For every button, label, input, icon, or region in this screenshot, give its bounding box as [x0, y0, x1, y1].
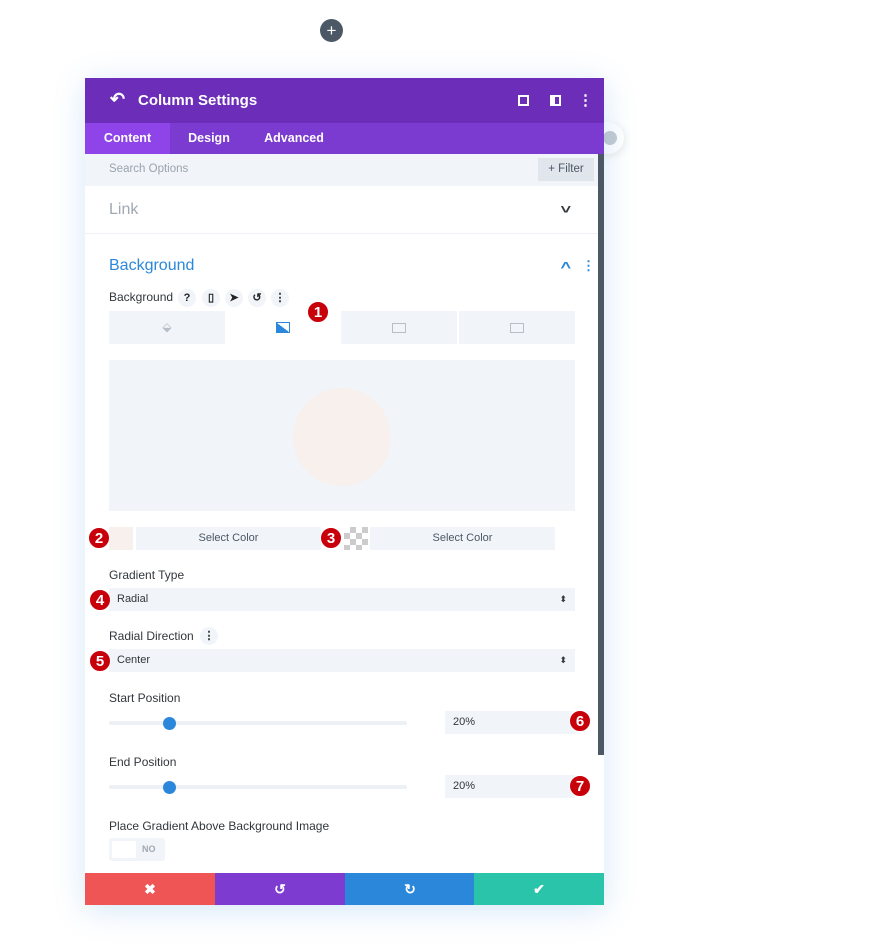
color1-select-button[interactable]: Select Color [136, 527, 321, 550]
background-type-tabs: ⬙ [109, 311, 575, 344]
search-bar[interactable]: Search Options + Filter [85, 154, 598, 186]
focus-icon[interactable] [518, 95, 529, 106]
color2-swatch[interactable] [344, 527, 368, 550]
mobile-icon[interactable]: ▯ [202, 289, 220, 307]
annotation-badge-3: 3 [320, 527, 342, 549]
start-position-label: Start Position [109, 691, 181, 705]
options-icon[interactable]: ⋮ [271, 289, 289, 307]
gradient-type-select[interactable]: Radial ⬍ [109, 588, 575, 611]
annotation-badge-4: 4 [89, 589, 111, 611]
select-arrows-icon: ⬍ [559, 655, 567, 665]
annotation-badge-7: 7 [569, 775, 591, 797]
radial-direction-select[interactable]: Center ⬍ [109, 649, 575, 672]
start-position-slider[interactable] [109, 721, 407, 725]
end-position-label: End Position [109, 755, 177, 769]
gradient-type-label: Gradient Type [109, 568, 185, 582]
divider [85, 233, 598, 234]
tab-advanced[interactable]: Advanced [264, 131, 324, 145]
video-icon [510, 322, 524, 333]
sidebar-icon[interactable] [550, 95, 561, 106]
annotation-badge-6: 6 [569, 710, 591, 732]
panel-header: ↶ Column Settings ⋮ [85, 78, 604, 123]
filter-button[interactable]: + Filter [538, 158, 594, 181]
undo-button[interactable]: ↺ [215, 873, 345, 905]
end-position-input[interactable]: 20% [445, 775, 575, 798]
cancel-button[interactable]: ✖ [85, 873, 215, 905]
start-position-thumb[interactable] [162, 717, 176, 730]
save-button[interactable]: ✔ [474, 873, 604, 905]
tab-bar: Content Design Advanced [85, 123, 604, 154]
reset-icon[interactable]: ↺ [248, 289, 266, 307]
image-tab[interactable] [341, 311, 457, 344]
video-tab[interactable] [459, 311, 575, 344]
image-icon [392, 322, 406, 333]
tab-design[interactable]: Design [188, 131, 230, 145]
search-input[interactable]: Search Options [109, 163, 189, 175]
annotation-badge-5: 5 [89, 650, 111, 672]
radial-direction-value: Center [117, 654, 151, 666]
select-arrows-icon: ⬍ [559, 594, 567, 604]
section-background-title[interactable]: Background [109, 257, 195, 274]
scrollbar[interactable] [598, 154, 604, 755]
redo-button[interactable]: ↻ [345, 873, 475, 905]
place-gradient-toggle[interactable]: NO [109, 838, 165, 861]
section-link-title[interactable]: Link [109, 201, 139, 218]
chevron-down-icon[interactable]: ˅ [560, 202, 572, 217]
end-position-thumb[interactable] [162, 781, 176, 794]
annotation-badge-1: 1 [307, 301, 329, 323]
section-more-icon[interactable]: ⋮ [582, 258, 595, 273]
tab-content[interactable]: Content [85, 123, 170, 154]
panel-title: Column Settings [138, 92, 258, 109]
color-tab[interactable]: ⬙ [109, 311, 225, 344]
back-icon[interactable]: ↶ [110, 89, 126, 109]
color2-select-button[interactable]: Select Color [370, 527, 555, 550]
add-row-button[interactable]: + [320, 19, 343, 42]
gradient-preview [109, 360, 575, 511]
annotation-badge-2: 2 [88, 527, 110, 549]
help-icon[interactable]: ? [178, 289, 196, 307]
gradient-type-value: Radial [117, 593, 149, 605]
hover-cursor-icon[interactable]: ➤ [225, 289, 243, 307]
radial-direction-label: Radial Direction [109, 629, 194, 643]
more-icon[interactable]: ⋮ [578, 92, 593, 109]
toggle-state: NO [142, 844, 156, 854]
background-label: Background [109, 290, 174, 304]
paint-bucket-icon: ⬙ [162, 320, 172, 334]
chevron-up-icon[interactable]: ˄ [560, 258, 572, 273]
gradient-icon [276, 322, 290, 334]
radial-direction-options-icon[interactable]: ⋮ [200, 627, 218, 645]
color1-swatch[interactable] [109, 527, 133, 550]
start-position-input[interactable]: 20% [445, 711, 575, 734]
place-gradient-label: Place Gradient Above Background Image [109, 819, 330, 833]
end-position-slider[interactable] [109, 785, 407, 789]
column-settings-panel: ↶ Column Settings ⋮ Content Design Advan… [85, 78, 604, 905]
